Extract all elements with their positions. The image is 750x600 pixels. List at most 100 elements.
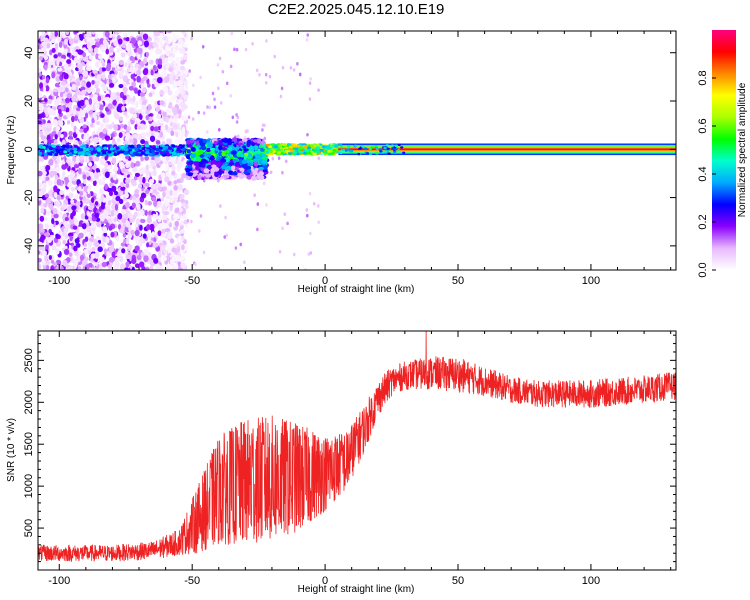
heatmap-cell — [59, 190, 65, 196]
heatmap-cell — [77, 59, 81, 65]
heatmap-cell — [194, 262, 197, 266]
heatmap-cell — [185, 176, 191, 180]
heatmap-cell — [117, 38, 123, 45]
heatmap-cell — [134, 88, 138, 94]
heatmap-cell — [211, 91, 215, 96]
heatmap-cell — [278, 144, 283, 148]
heatmap-cell — [176, 148, 181, 152]
heatmap-cell — [99, 256, 105, 262]
heatmap-cell — [217, 127, 221, 132]
heatmap-cell — [75, 200, 81, 207]
heatmap-cell — [49, 147, 54, 151]
heatmap-cell — [197, 110, 200, 115]
heatmap-cell — [114, 31, 119, 35]
heatmap-cell — [136, 125, 142, 130]
heatmap-cell — [62, 144, 67, 148]
heatmap-cell — [305, 208, 309, 212]
heatmap-cell — [169, 189, 173, 196]
heatmap-cell — [75, 242, 81, 248]
heatmap-cell — [108, 246, 115, 253]
heatmap-cell — [86, 59, 90, 67]
heatmap-cell — [78, 113, 83, 119]
heatmap-cell — [82, 52, 87, 58]
snr-frame — [37, 330, 677, 571]
heatmap-cell — [129, 55, 135, 61]
heatmap-cell — [182, 54, 188, 60]
heatmap-cell — [112, 173, 118, 181]
heatmap-cell — [370, 146, 374, 149]
heatmap-cell — [134, 123, 138, 130]
heatmap-cell — [61, 54, 67, 60]
heatmap-cell — [56, 126, 61, 131]
heatmap-cell — [235, 120, 239, 124]
heatmap-cell — [94, 201, 99, 206]
heatmap-cell — [66, 181, 73, 188]
heatmap-cell — [38, 151, 43, 156]
x-tick-label: -100 — [48, 575, 70, 587]
heatmap-cell — [124, 267, 129, 270]
heatmap-cell — [79, 200, 83, 208]
heatmap-cell — [51, 217, 55, 225]
heatmap-cell — [177, 241, 181, 248]
heatmap-cell — [123, 111, 128, 116]
heatmap-cell — [84, 157, 90, 164]
heatmap-cell — [54, 82, 61, 88]
heatmap-cell — [142, 33, 149, 41]
heatmap-cell — [218, 56, 222, 61]
heatmap-cell — [137, 65, 142, 70]
heatmap-cell — [219, 101, 223, 105]
heatmap-cell — [119, 263, 125, 270]
heatmap-cell — [94, 103, 100, 110]
heatmap-cell — [332, 148, 337, 152]
heatmap-cell — [123, 238, 127, 244]
heatmap-cell — [368, 147, 372, 151]
heatmap-cell — [54, 31, 59, 37]
heatmap-cell — [168, 78, 174, 85]
heatmap-cell — [153, 257, 159, 264]
heatmap-cell — [100, 194, 105, 202]
heatmap-cell — [283, 212, 287, 216]
heatmap-cell — [40, 35, 45, 41]
heatmap-cell — [43, 97, 48, 103]
heatmap-cell — [394, 148, 398, 151]
heatmap-cell — [357, 152, 361, 156]
heatmap-cell — [88, 161, 93, 167]
heatmap-cell — [116, 105, 122, 113]
heatmap-cell — [183, 80, 188, 86]
heatmap-cell — [182, 73, 187, 79]
heatmap-cell — [99, 104, 104, 111]
heatmap-cell — [142, 124, 147, 130]
heatmap-cell — [64, 217, 69, 222]
heatmap-cell — [149, 223, 155, 231]
heatmap-cell — [153, 200, 158, 207]
heatmap-cell — [170, 130, 175, 137]
snr-plot-area — [38, 331, 676, 563]
heatmap-cell — [151, 231, 155, 238]
heatmap-cell — [80, 152, 85, 156]
heatmap-cell — [39, 155, 45, 162]
heatmap-cell — [252, 170, 258, 176]
heatmap-cell — [246, 129, 249, 133]
heatmap-cell — [161, 228, 166, 234]
heatmap-cell — [83, 242, 87, 248]
heatmap-cell — [190, 36, 193, 41]
heatmap-cell — [86, 212, 91, 217]
heatmap-cell — [53, 179, 58, 186]
heatmap-cell — [71, 95, 77, 103]
heatmap-cell — [74, 34, 80, 42]
heatmap-cell — [93, 47, 99, 54]
heatmap-cell — [163, 215, 168, 221]
heatmap-cell — [89, 147, 94, 151]
heatmap-cell — [156, 76, 163, 84]
heatmap-cell — [168, 36, 173, 44]
heatmap-cell — [139, 209, 145, 216]
heatmap-cell — [113, 209, 118, 216]
heatmap-cell — [181, 147, 186, 151]
heatmap-cell — [97, 148, 102, 152]
heatmap-cell — [210, 159, 217, 165]
heatmap-cell — [236, 115, 240, 120]
heatmap-cell — [133, 175, 138, 181]
colorbar-tick-label: 0.6 — [697, 118, 709, 133]
heatmap-cell — [134, 263, 140, 269]
heatmap-cell — [85, 31, 90, 37]
